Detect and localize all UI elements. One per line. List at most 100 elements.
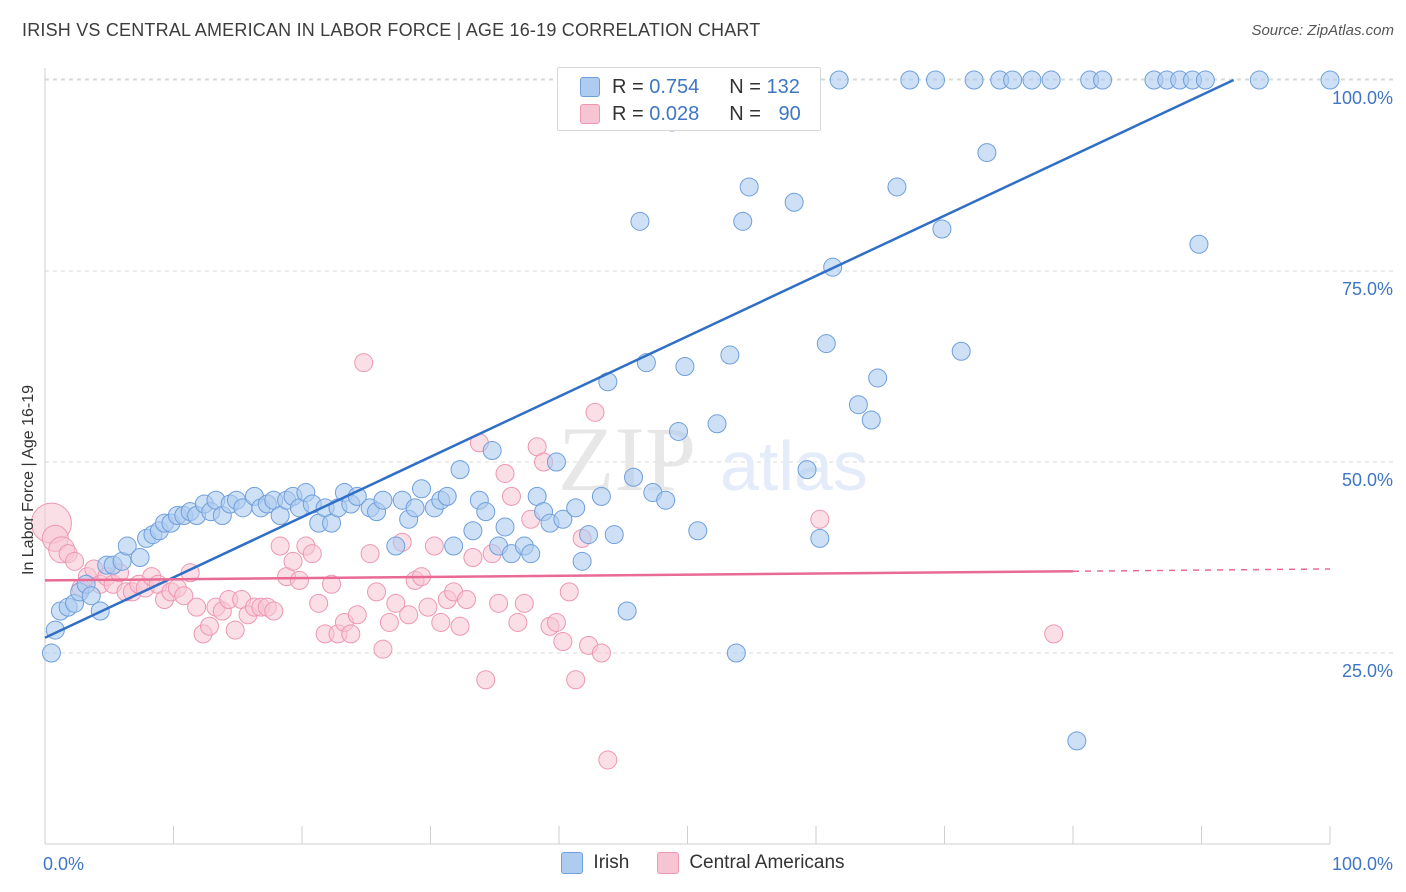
central-point xyxy=(379,612,399,632)
irish-trend-line xyxy=(44,78,1235,639)
irish-point xyxy=(1195,70,1215,90)
central-trend-line xyxy=(44,570,1074,582)
irish-point xyxy=(900,70,920,90)
irish-point xyxy=(81,586,101,606)
irish-legend-swatch xyxy=(561,852,584,874)
irish-point xyxy=(707,414,727,434)
central-americans-points xyxy=(30,353,1064,770)
legend-item-central[interactable]: Central Americans xyxy=(657,852,845,874)
central-point xyxy=(399,605,419,625)
central-n-value: 90 xyxy=(778,102,801,125)
irish-point xyxy=(669,421,689,441)
irish-point xyxy=(591,486,611,506)
irish-point xyxy=(579,525,599,545)
central-point xyxy=(489,593,509,613)
central-swatch xyxy=(580,104,600,124)
central-legend-label: Central Americans xyxy=(689,852,845,873)
central-point xyxy=(289,570,309,590)
irish-point xyxy=(688,521,708,541)
irish-point xyxy=(932,219,952,239)
legend-row-central: R = 0.028 N = 90 xyxy=(580,101,801,127)
central-point xyxy=(386,593,406,613)
central-legend-swatch xyxy=(657,852,680,874)
grid xyxy=(45,78,1395,654)
irish-point xyxy=(444,536,464,556)
central-point xyxy=(810,509,830,529)
irish-point xyxy=(675,357,695,376)
irish-point xyxy=(1093,70,1113,90)
irish-point xyxy=(720,345,740,365)
irish-legend-label: Irish xyxy=(593,852,630,873)
y-axis-label: In Labor Force | Age 16-19 xyxy=(20,384,37,575)
irish-point xyxy=(1320,70,1340,90)
central-point xyxy=(270,536,290,556)
central-point xyxy=(424,536,444,556)
central-point xyxy=(559,582,579,602)
irish-n-value: 132 xyxy=(766,75,800,98)
central-point xyxy=(418,597,438,617)
irish-point xyxy=(951,341,971,361)
central-r-value: 0.028 xyxy=(649,102,700,125)
central-trend-extension xyxy=(1072,568,1331,573)
irish-point xyxy=(624,467,644,487)
central-point xyxy=(187,597,207,617)
irish-point xyxy=(521,544,541,564)
y-tick-label-100: 100.0% xyxy=(1332,88,1393,108)
irish-point xyxy=(553,509,573,529)
legend-item-irish[interactable]: Irish xyxy=(561,852,629,874)
irish-point xyxy=(604,525,624,545)
irish-point xyxy=(784,192,804,212)
central-n-label: N = xyxy=(729,102,767,125)
central-point xyxy=(1044,624,1064,644)
irish-point xyxy=(117,536,137,556)
central-point xyxy=(354,353,374,373)
central-r-label: R = xyxy=(612,102,650,125)
irish-point xyxy=(41,643,61,663)
irish-swatch xyxy=(580,77,600,97)
irish-point xyxy=(437,486,457,506)
central-point xyxy=(65,551,85,571)
central-point xyxy=(347,605,367,625)
series-legend: Irish Central Americans xyxy=(0,852,1406,874)
irish-point xyxy=(1041,70,1061,90)
irish-point xyxy=(412,479,432,499)
chart-title: IRISH VS CENTRAL AMERICAN IN LABOR FORCE… xyxy=(22,20,761,40)
irish-point xyxy=(405,498,425,518)
irish-point xyxy=(373,490,393,510)
central-point xyxy=(450,616,470,636)
central-point xyxy=(463,548,483,567)
irish-point xyxy=(868,368,888,388)
irish-point xyxy=(733,211,753,231)
central-point xyxy=(264,601,284,621)
irish-point xyxy=(848,395,868,415)
irish-point xyxy=(572,551,592,571)
central-point xyxy=(508,612,528,632)
irish-point xyxy=(829,70,849,90)
trend-lines xyxy=(44,78,1331,639)
irish-point xyxy=(1067,731,1087,751)
irish-point xyxy=(130,548,150,567)
central-point xyxy=(598,750,618,770)
irish-point xyxy=(546,452,566,472)
central-point xyxy=(514,593,534,613)
legend-row-irish: R = 0.754 N = 132 xyxy=(580,74,800,100)
central-point xyxy=(585,402,605,422)
x-tick-label-0: 0.0% xyxy=(43,854,84,874)
irish-point xyxy=(617,601,637,621)
irish-point xyxy=(450,460,470,480)
central-point xyxy=(341,624,361,644)
central-point xyxy=(553,632,573,652)
irish-point xyxy=(810,528,830,548)
central-point xyxy=(431,612,451,632)
central-point xyxy=(476,670,496,690)
irish-point xyxy=(964,70,984,90)
central-point xyxy=(591,643,611,663)
irish-point xyxy=(463,521,483,541)
central-point xyxy=(456,590,476,610)
irish-point xyxy=(630,211,650,231)
irish-point xyxy=(1189,234,1209,254)
y-tick-label-25: 25.0% xyxy=(1342,661,1393,681)
irish-point xyxy=(495,517,515,537)
central-point xyxy=(225,620,245,640)
